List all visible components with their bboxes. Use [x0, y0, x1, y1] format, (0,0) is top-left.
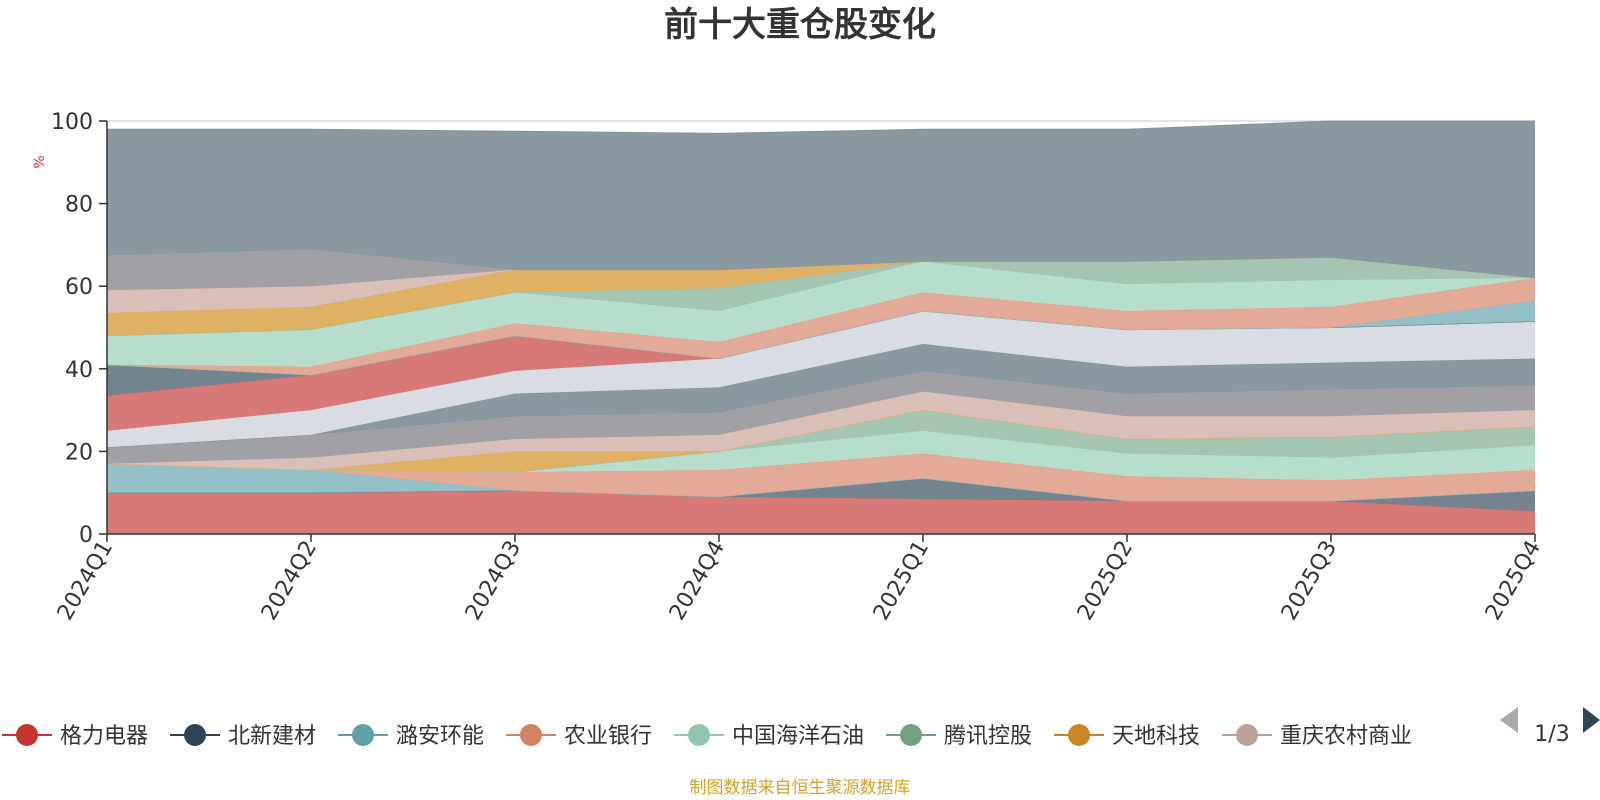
legend-label: 北新建材	[228, 724, 316, 749]
area-band-2	[107, 478, 1535, 512]
area-band-21	[107, 121, 1535, 278]
x-tick-label: 2025Q1	[869, 537, 934, 625]
data-source-note: 制图数据来自恒生聚源数据库	[690, 778, 911, 798]
legend-item[interactable]: 潞安环能	[338, 724, 484, 749]
area-band-4	[107, 453, 1535, 501]
area-band-9	[107, 370, 1535, 464]
x-tick-label: 2024Q1	[53, 537, 118, 625]
legend-item[interactable]: 天地科技	[1054, 724, 1200, 749]
legend-item[interactable]: 腾讯控股	[886, 724, 1032, 749]
legend-label: 重庆农村商业	[1280, 724, 1412, 749]
area-band-8	[107, 391, 1535, 470]
x-tick-label: 2025Q4	[1481, 537, 1546, 625]
y-tick-label: 60	[65, 275, 93, 300]
legend: 格力电器 北新建材 潞安环能 农业银行 中国海洋石油 腾讯控股 天地科技 重庆农村商业	[2, 724, 1412, 749]
legend-item[interactable]: 北新建材	[170, 724, 316, 749]
legend-marker-icon	[1068, 724, 1090, 746]
legend-marker-icon	[900, 724, 922, 746]
y-tick-label: 80	[65, 193, 93, 218]
y-tick-label: 100	[51, 110, 93, 135]
area-series	[106, 120, 1536, 534]
area-band-19	[107, 257, 1535, 313]
legend-marker-icon	[1236, 724, 1258, 746]
x-tick-label: 2024Q4	[665, 537, 730, 625]
legend-label: 腾讯控股	[944, 724, 1032, 749]
area-band-5	[107, 430, 1535, 481]
legend-label: 农业银行	[564, 724, 652, 749]
chart-title: 前十大重仓股变化	[664, 5, 936, 45]
area-band-16	[107, 261, 1535, 367]
legend-marker-icon	[184, 724, 206, 746]
legend-marker-icon	[688, 724, 710, 746]
legend-marker-icon	[352, 724, 374, 746]
x-tick-label: 2024Q2	[257, 537, 322, 625]
x-tick-label: 2025Q3	[1277, 537, 1342, 625]
legend-label: 天地科技	[1112, 724, 1200, 749]
legend-prev-page-icon[interactable]	[1500, 707, 1518, 733]
area-band-7	[107, 410, 1535, 473]
legend-page-indicator: 1/3	[1534, 722, 1569, 747]
legend-label: 潞安环能	[396, 724, 484, 749]
legend-label: 中国海洋石油	[732, 724, 864, 749]
area-band-17	[107, 257, 1535, 336]
area-band-3	[107, 463, 1535, 501]
legend-pager: 1/3	[1500, 707, 1600, 747]
area-band-11	[107, 311, 1535, 448]
legend-item[interactable]: 格力电器	[2, 724, 148, 749]
area-band-10	[107, 344, 1535, 448]
legend-marker-icon	[520, 724, 542, 746]
y-tick-label: 20	[65, 440, 93, 465]
y-tick-label: 0	[79, 523, 93, 548]
y-axis-unit-label: %	[32, 155, 48, 168]
area-line-21	[107, 120, 1535, 134]
legend-item[interactable]: 农业银行	[506, 724, 652, 749]
area-band-20	[107, 249, 1535, 291]
legend-label: 格力电器	[60, 724, 148, 749]
y-tick-label: 40	[65, 358, 93, 383]
legend-marker-icon	[16, 724, 38, 746]
area-band-12	[107, 311, 1535, 431]
area-band-6	[107, 410, 1535, 473]
x-tick-label: 2025Q2	[1073, 537, 1138, 625]
legend-item[interactable]: 重庆农村商业	[1222, 724, 1412, 749]
legend-item[interactable]: 中国海洋石油	[674, 724, 864, 749]
area-band-18	[107, 257, 1535, 336]
legend-next-page-icon[interactable]	[1583, 707, 1600, 733]
x-tick-label: 2024Q3	[461, 537, 526, 625]
area-band-15	[107, 277, 1535, 375]
